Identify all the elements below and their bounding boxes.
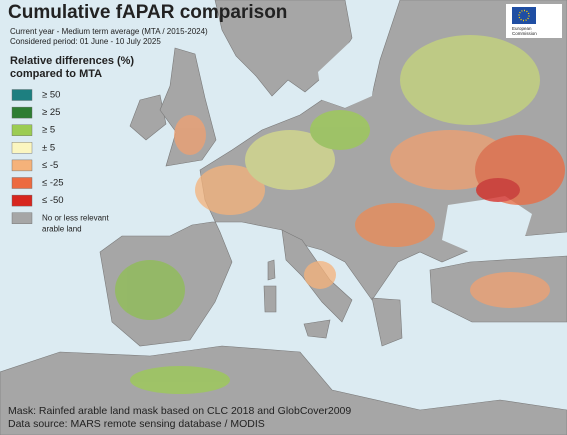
legend-swatch (11, 194, 33, 207)
legend-title: compared to MTA (10, 68, 102, 80)
eu-stars (518, 9, 530, 22)
logo-text: Commission (512, 31, 537, 36)
title: Cumulative fAPAR comparison (8, 2, 287, 23)
patch (470, 272, 550, 308)
sicily (303, 319, 331, 339)
patch (130, 366, 230, 394)
legend-label: ≥ 5 (42, 125, 55, 136)
ireland (129, 94, 167, 141)
patch (310, 110, 370, 150)
subtitle: Considered period: 01 June - 10 July 202… (10, 37, 161, 46)
legend-label: No or less relevant (42, 213, 109, 222)
patch (174, 115, 206, 155)
north-africa (0, 345, 567, 435)
patch (304, 261, 336, 289)
legend-swatch (11, 159, 33, 172)
patch (400, 35, 540, 125)
eu-logo: European Commission (506, 4, 562, 38)
scandinavia (214, 0, 353, 97)
corsica (267, 259, 276, 281)
footer-note: Data source: MARS remote sensing databas… (8, 418, 265, 430)
patch (245, 130, 335, 190)
subtitle: Current year - Medium term average (MTA … (10, 27, 208, 36)
patch (115, 260, 185, 320)
legend-label: ≥ 25 (42, 107, 60, 118)
legend-label: arable land (42, 224, 82, 233)
fapar-patches (115, 35, 565, 394)
footer-note: Mask: Rainfed arable land mask based on … (8, 405, 351, 417)
patch (476, 178, 520, 202)
sardinia (263, 285, 277, 313)
legend-swatch (11, 106, 33, 119)
eu-flag (512, 7, 536, 24)
logo-text: European (512, 26, 532, 31)
legend-swatch (11, 177, 33, 189)
baltic-sea (318, 40, 380, 108)
legend-label: ± 5 (42, 142, 55, 153)
black-sea (442, 196, 532, 252)
legend-swatch (11, 142, 33, 154)
legend-swatch (11, 89, 33, 101)
legend: ≥ 50 ≥ 25 ≥ 5 ± 5 ≤ -5 ≤ -25 ≤ -50 No or less r… (11, 89, 109, 233)
legend-swatch (11, 124, 33, 136)
patch (195, 165, 265, 215)
legend-label: ≤ -5 (42, 160, 58, 171)
greece (371, 297, 403, 347)
legend-label: ≥ 50 (42, 90, 60, 101)
legend-title: Relative differences (%) (10, 55, 134, 67)
legend-label: ≤ -25 (42, 178, 64, 189)
legend-swatch (11, 212, 33, 224)
legend-label: ≤ -50 (42, 195, 64, 206)
patch (355, 203, 435, 247)
